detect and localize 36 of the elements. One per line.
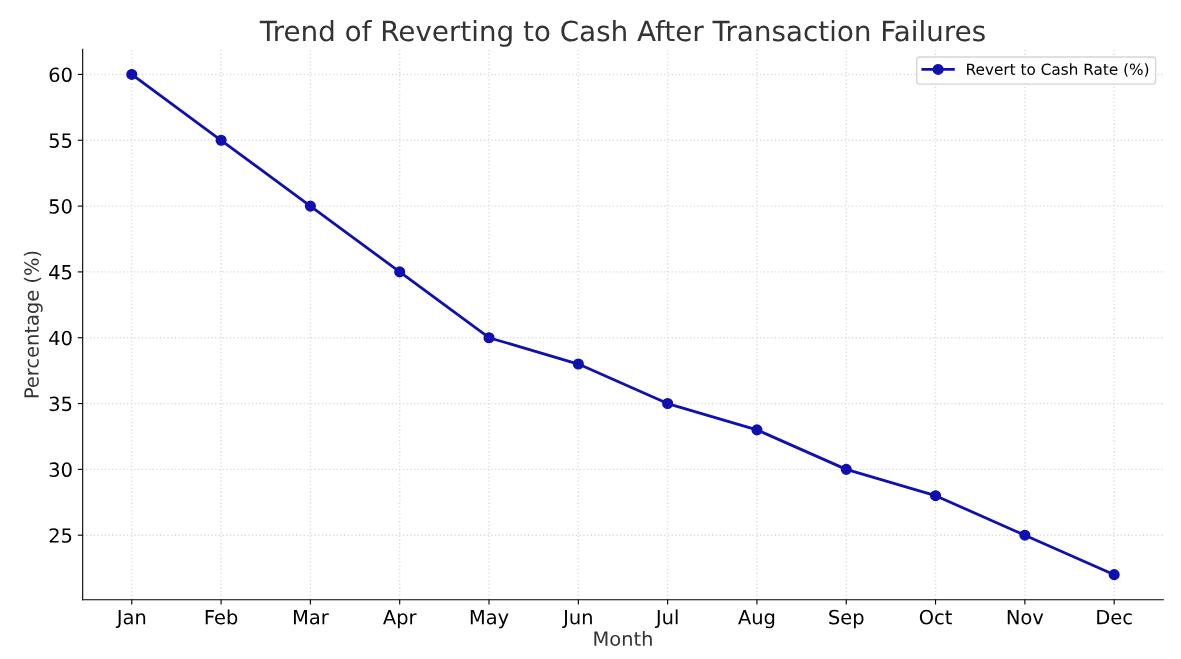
point <box>751 424 763 436</box>
point <box>304 200 316 212</box>
x-tick-label: Dec <box>1097 610 1132 625</box>
point <box>1019 529 1031 541</box>
chart-title: Trend of Reverting to Cash After Transaction Failures <box>259 19 985 47</box>
x-tick-label: Oct <box>919 609 952 625</box>
point <box>126 68 138 80</box>
x-tick-label: Jun <box>562 610 592 629</box>
x-tick-label: Apr <box>383 610 417 629</box>
point <box>572 358 584 370</box>
legend-label: Revert to Cash Rate (%) <box>967 63 1149 77</box>
point <box>840 463 852 475</box>
point <box>483 332 495 344</box>
point <box>929 490 942 502</box>
y-tick-label: 50 <box>49 199 72 214</box>
x-tick-label: Jan <box>115 610 146 629</box>
y-axis-title: Percentage (%) <box>23 251 43 398</box>
y-tick-label: 55 <box>49 133 72 148</box>
x-tick-label: Mar <box>293 610 329 625</box>
x-tick-label: Nov <box>1007 610 1044 625</box>
x-tick-label: May <box>470 610 509 629</box>
y-tick-label: 30 <box>49 462 72 478</box>
y-tick-label: 40 <box>49 330 72 346</box>
y-tick-label: 35 <box>49 396 72 412</box>
y-tick-label: 60 <box>49 67 72 83</box>
point <box>215 134 227 146</box>
point <box>394 266 406 278</box>
x-tick-label: Jul <box>654 609 678 629</box>
point <box>662 397 674 410</box>
y-tick-label: 45 <box>49 265 72 280</box>
x-tick-label: Feb <box>205 609 238 625</box>
x-tick-label: Aug <box>738 610 775 629</box>
point <box>1108 569 1120 581</box>
x-axis-title: Month <box>594 631 652 647</box>
x-tick-label: Sep <box>829 609 864 629</box>
y-tick-label: 25 <box>49 528 72 543</box>
